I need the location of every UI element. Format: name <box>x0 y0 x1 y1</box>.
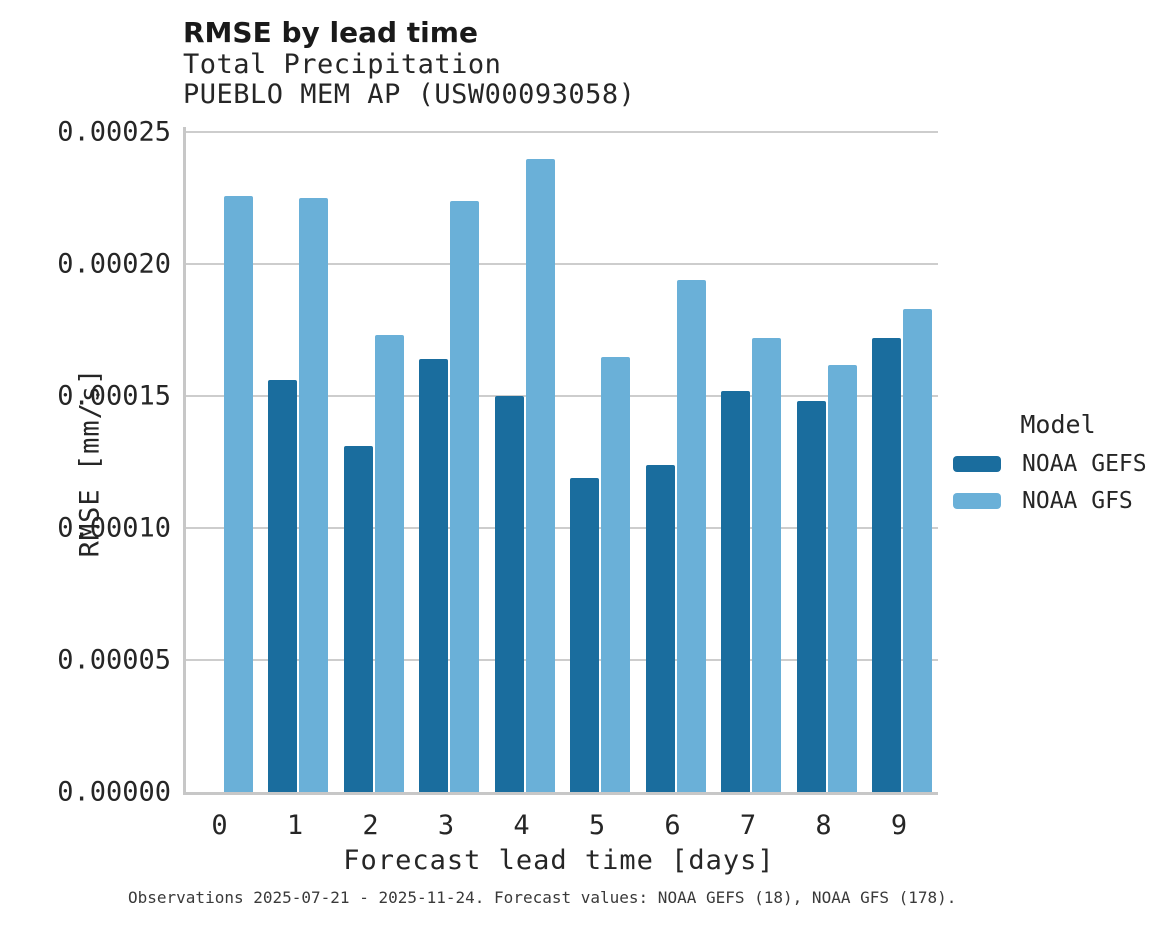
legend-item-noaa-gefs: NOAA GEFS <box>953 450 1163 477</box>
y-tick-label-0.00015: 0.00015 <box>57 380 171 412</box>
bar-noaa-gfs-lead-1 <box>299 198 328 792</box>
x-tick-label-1: 1 <box>286 810 304 841</box>
bar-noaa-gefs-lead-7 <box>721 390 750 792</box>
bar-noaa-gefs-lead-3 <box>419 359 448 792</box>
bar-noaa-gfs-lead-6 <box>676 280 706 792</box>
bar-noaa-gefs-lead-5 <box>570 477 599 792</box>
legend-label-noaa-gefs: NOAA GEFS <box>1022 450 1147 477</box>
y-axis-tick-labels: 0.00000 0.00005 0.00010 0.00015 0.00020 0.000… <box>0 117 171 808</box>
bar-noaa-gfs-lead-8 <box>827 364 857 792</box>
chart-title: RMSE by lead time <box>183 16 478 49</box>
x-tick-label-2: 2 <box>362 810 379 841</box>
x-tick-label-6: 6 <box>664 810 681 841</box>
y-tick-label-0.00010: 0.00010 <box>57 512 171 544</box>
bar-noaa-gefs-lead-6 <box>645 464 675 792</box>
bar-noaa-gfs-lead-4 <box>525 158 555 792</box>
y-tick-label-0.00020: 0.00020 <box>57 248 171 280</box>
x-axis-tick-labels: 0 1 2 3 4 5 6 7 8 9 <box>183 810 935 844</box>
bar-noaa-gefs-lead-8 <box>796 401 826 792</box>
bar-noaa-gefs-lead-1 <box>268 380 297 792</box>
chart-footnote: Observations 2025-07-21 - 2025-11-24. Fo… <box>128 888 957 907</box>
legend-title: Model <box>1020 410 1096 439</box>
legend-label-noaa-gfs: NOAA GFS <box>1022 487 1133 514</box>
y-tick-label-0.00025: 0.00025 <box>57 116 171 148</box>
bar-noaa-gefs-lead-4 <box>494 396 524 792</box>
bar-noaa-gefs-lead-9 <box>872 338 901 792</box>
bar-noaa-gfs-lead-9 <box>903 309 932 792</box>
bar-noaa-gfs-lead-5 <box>601 356 630 792</box>
legend-swatch-noaa-gefs <box>953 455 1001 472</box>
legend-item-noaa-gfs: NOAA GFS <box>953 487 1163 514</box>
y-tick-label-0.00005: 0.00005 <box>57 644 171 676</box>
x-tick-label-0: 0 <box>211 810 228 841</box>
x-tick-label-3: 3 <box>437 810 455 841</box>
x-tick-label-5: 5 <box>588 810 606 841</box>
chart-subtitle-station: PUEBLO MEM AP (USW00093058) <box>183 79 636 110</box>
plot-area <box>183 127 938 795</box>
bar-noaa-gfs-lead-2 <box>374 335 404 792</box>
y-tick-label-0.00000: 0.00000 <box>57 776 171 808</box>
gridline-0.00015 <box>186 395 938 398</box>
gridline-0.00010 <box>186 527 938 530</box>
chart-subtitle-variable: Total Precipitation <box>183 49 502 80</box>
gridline-0.00005 <box>186 659 938 662</box>
x-tick-label-7: 7 <box>739 810 757 841</box>
legend: Model NOAA GEFS NOAA GFS <box>953 410 1163 526</box>
x-axis-title: Forecast lead time [days] <box>343 845 775 876</box>
bar-noaa-gfs-lead-3 <box>450 200 479 792</box>
gridline-0.00025 <box>186 131 938 134</box>
legend-swatch-noaa-gfs <box>953 492 1001 509</box>
bar-noaa-gefs-lead-2 <box>343 446 373 792</box>
x-tick-label-4: 4 <box>513 810 530 841</box>
x-tick-label-8: 8 <box>815 810 832 841</box>
bar-noaa-gfs-lead-0 <box>223 195 253 792</box>
gridline-0.00020 <box>186 263 938 266</box>
bar-noaa-gfs-lead-7 <box>752 338 781 792</box>
x-tick-label-9: 9 <box>890 810 908 841</box>
